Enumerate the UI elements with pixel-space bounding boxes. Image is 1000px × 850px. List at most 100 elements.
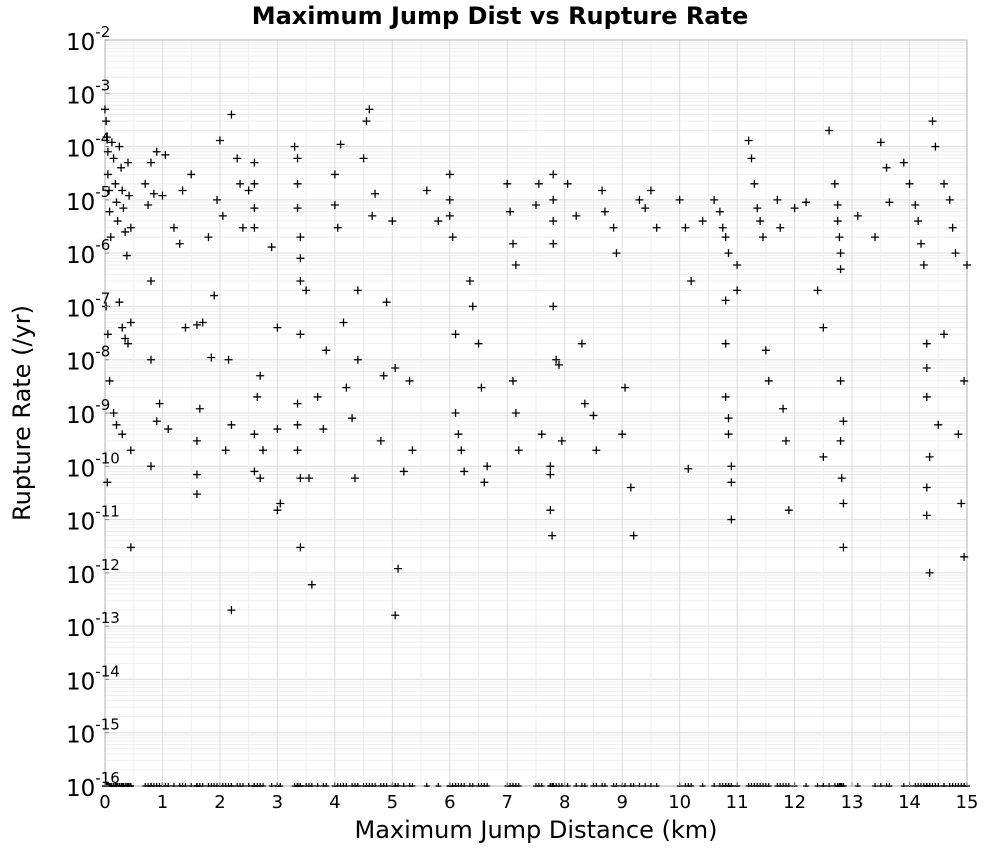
y-tick-label: 10-14 [66,662,120,695]
data-point [273,425,282,434]
y-tick-label: 10-8 [66,343,110,376]
data-point [233,154,242,163]
data-point [549,239,558,248]
data-point [218,211,227,220]
data-point [319,425,328,434]
data-point [468,302,477,311]
data-point [126,446,135,455]
floor-point [785,783,792,787]
data-point [102,133,111,142]
data-point [307,580,316,589]
data-point [781,436,790,445]
data-point [221,446,230,455]
floor-point [228,783,235,787]
x-tick-label: 11 [726,792,749,813]
floor-point [820,783,827,787]
floor-point [354,783,361,787]
data-point [146,277,155,286]
floor-point [239,783,246,787]
x-tick-label: 14 [898,792,921,813]
data-point [727,462,736,471]
data-point [960,552,969,561]
data-point [934,420,943,429]
data-point [549,217,558,226]
data-point [121,227,130,236]
data-point [609,223,618,232]
data-point [256,371,265,380]
data-point [448,233,457,242]
data-point [839,543,848,552]
data-point [940,330,949,339]
data-point [833,201,842,210]
data-point [408,446,417,455]
data-point [394,564,403,573]
floor-point [469,783,476,787]
data-point [922,511,931,520]
floor-point [383,783,390,787]
data-point [917,239,926,248]
data-point [914,217,923,226]
data-point [744,136,753,145]
data-point [117,163,126,172]
floor-point [803,783,810,787]
data-point [122,251,131,260]
data-point [509,376,518,385]
data-point [296,543,305,552]
x-tick-label: 10 [668,792,691,813]
data-point [626,483,635,492]
data-point [293,179,302,188]
floor-point [182,783,189,787]
data-point [399,467,408,476]
floor-point [461,783,468,787]
floor-point [113,783,120,787]
data-point [305,474,314,483]
data-point [126,543,135,552]
data-point [940,179,949,188]
data-point [684,464,693,473]
data-point [204,233,213,242]
floor-point [765,783,772,787]
floor-point [941,783,948,787]
data-point [227,606,236,615]
data-point [931,142,940,151]
data-point [333,223,342,232]
data-point [724,414,733,423]
data-point [911,201,920,210]
data-point [871,233,880,242]
data-point [687,277,696,286]
floor-points [102,783,970,787]
floor-point [314,783,321,787]
floor-point [170,783,177,787]
data-point [350,474,359,483]
data-point [103,330,112,339]
floor-point [601,783,608,787]
data-point [152,417,161,426]
data-point [123,339,132,348]
data-point [836,436,845,445]
y-tick-label: 10-7 [66,289,110,322]
data-point [833,217,842,226]
data-point [250,179,259,188]
data-point [727,478,736,487]
data-point [922,483,931,492]
data-point [776,223,785,232]
data-point [445,211,454,220]
data-point [105,186,114,195]
floor-point [935,783,942,787]
floor-point [854,783,861,787]
data-point [830,179,839,188]
y-tick-label: 10-6 [66,236,110,269]
data-point [954,430,963,439]
data-point [465,277,474,286]
data-point [612,249,621,258]
data-point [629,531,638,540]
data-point [198,318,207,327]
data-point [368,211,377,220]
data-point [721,339,730,348]
data-point [905,179,914,188]
y-tick-label: 10-13 [66,609,120,642]
floor-point [400,783,407,787]
floor-point [630,783,637,787]
data-point [761,346,770,355]
data-point [635,195,644,204]
